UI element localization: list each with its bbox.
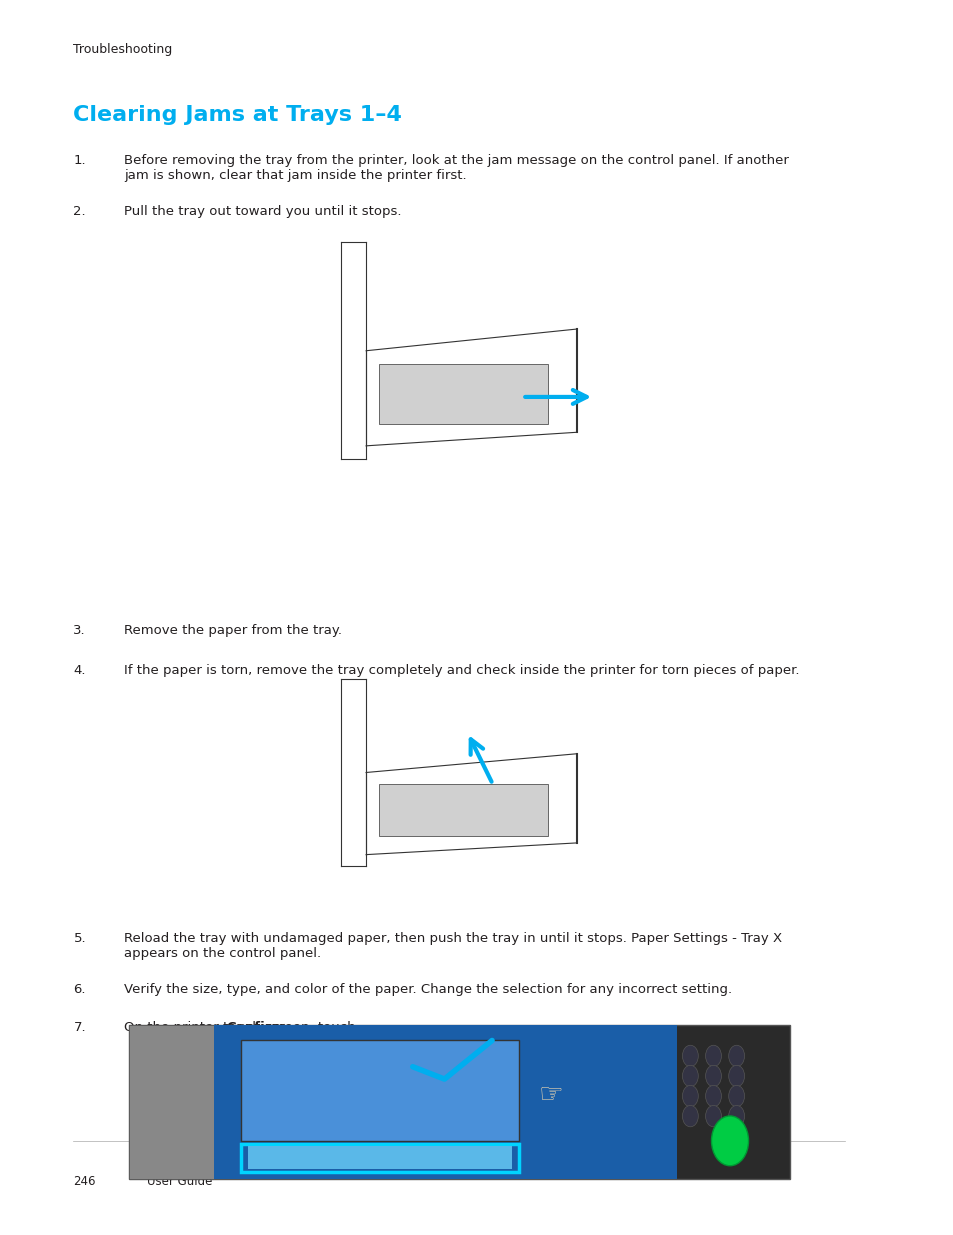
FancyBboxPatch shape	[378, 784, 547, 836]
Text: 4.: 4.	[73, 664, 86, 678]
FancyBboxPatch shape	[214, 1025, 677, 1179]
Circle shape	[681, 1066, 698, 1087]
Text: Troubleshooting: Troubleshooting	[73, 43, 172, 57]
Text: Xerox® WorkCentre® 7800/7800i Series Color Multifunction Printer
User Guide: Xerox® WorkCentre® 7800/7800i Series Col…	[147, 1160, 546, 1188]
Circle shape	[681, 1105, 698, 1126]
Circle shape	[705, 1066, 720, 1087]
Text: 5.: 5.	[73, 932, 86, 946]
Text: Pull the tray out toward you until it stops.: Pull the tray out toward you until it st…	[124, 205, 401, 219]
Circle shape	[711, 1116, 748, 1166]
Circle shape	[728, 1066, 743, 1087]
FancyBboxPatch shape	[248, 228, 669, 500]
Circle shape	[728, 1045, 743, 1067]
Text: If the paper is torn, remove the tray completely and check inside the printer fo: If the paper is torn, remove the tray co…	[124, 664, 799, 678]
Circle shape	[728, 1086, 743, 1107]
Circle shape	[681, 1045, 698, 1067]
Circle shape	[728, 1105, 743, 1126]
FancyBboxPatch shape	[129, 1025, 789, 1179]
Text: Remove the paper from the tray.: Remove the paper from the tray.	[124, 624, 341, 637]
FancyBboxPatch shape	[247, 1146, 512, 1170]
Text: 3.: 3.	[73, 624, 86, 637]
Circle shape	[705, 1105, 720, 1126]
FancyBboxPatch shape	[241, 1040, 518, 1141]
Text: Clearing Jams at Trays 1–4: Clearing Jams at Trays 1–4	[73, 105, 402, 125]
Text: Before removing the tray from the printer, look at the jam message on the contro: Before removing the tray from the printe…	[124, 154, 788, 183]
Text: 7.: 7.	[73, 1021, 86, 1035]
Text: 246: 246	[73, 1174, 96, 1188]
Text: ☞: ☞	[537, 1081, 562, 1109]
FancyBboxPatch shape	[378, 364, 547, 424]
FancyBboxPatch shape	[129, 1025, 214, 1179]
Text: On the printer touch screen, touch: On the printer touch screen, touch	[124, 1021, 359, 1035]
Text: 2.: 2.	[73, 205, 86, 219]
Text: Confirm: Confirm	[226, 1021, 285, 1035]
Circle shape	[705, 1086, 720, 1107]
Text: Reload the tray with undamaged paper, then push the tray in until it stops. Pape: Reload the tray with undamaged paper, th…	[124, 932, 781, 961]
Text: Verify the size, type, and color of the paper. Change the selection for any inco: Verify the size, type, and color of the …	[124, 983, 731, 997]
Circle shape	[681, 1086, 698, 1107]
Circle shape	[705, 1045, 720, 1067]
Text: 1.: 1.	[73, 154, 86, 168]
Text: 6.: 6.	[73, 983, 86, 997]
